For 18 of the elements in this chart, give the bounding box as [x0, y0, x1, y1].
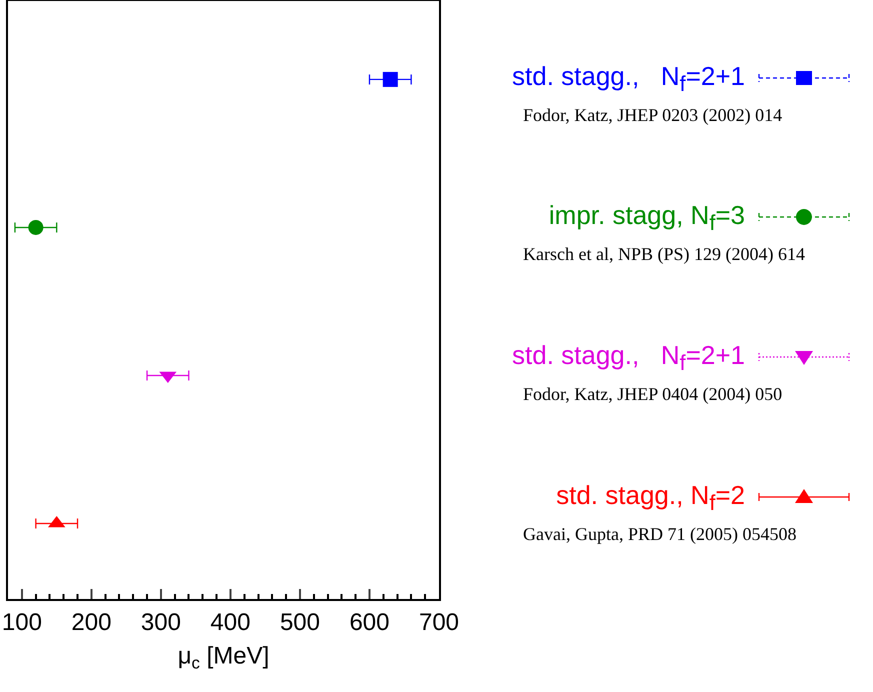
x-tick-label: 300 [140, 608, 181, 636]
x-tick-label: 400 [210, 608, 250, 636]
legend-label: impr. stagg, N$_{f}$=3 [548, 200, 745, 238]
x-tick-label: 500 [280, 608, 320, 636]
legend-label: std. stagg., N$_{f}$=2+1 [512, 340, 745, 378]
text: Fodor, Katz, JHEP 0203 (2002) 014 [523, 105, 782, 126]
text: Karsch et al, NPB (PS) 129 (2004) 614 [523, 244, 805, 265]
x-tick-label: 100 [2, 608, 42, 636]
point [28, 220, 44, 235]
x-tick-label: 200 [71, 608, 112, 636]
x-tick-label: 700 [418, 608, 460, 636]
text: Gavai, Gupta, PRD 71 (2005) 054508 [523, 524, 796, 545]
x-tick-label: 600 [349, 608, 390, 636]
point [382, 72, 398, 87]
legend-label: std. stagg., N$_{f}$=2+1 [512, 61, 745, 98]
text: Fodor, Katz, JHEP 0404 (2004) 050 [523, 384, 782, 405]
x-axis-title: μ$_{c}$ [MeV] [178, 642, 270, 673]
legend-label: std. stagg., N$_{f}$=2 [556, 480, 745, 518]
